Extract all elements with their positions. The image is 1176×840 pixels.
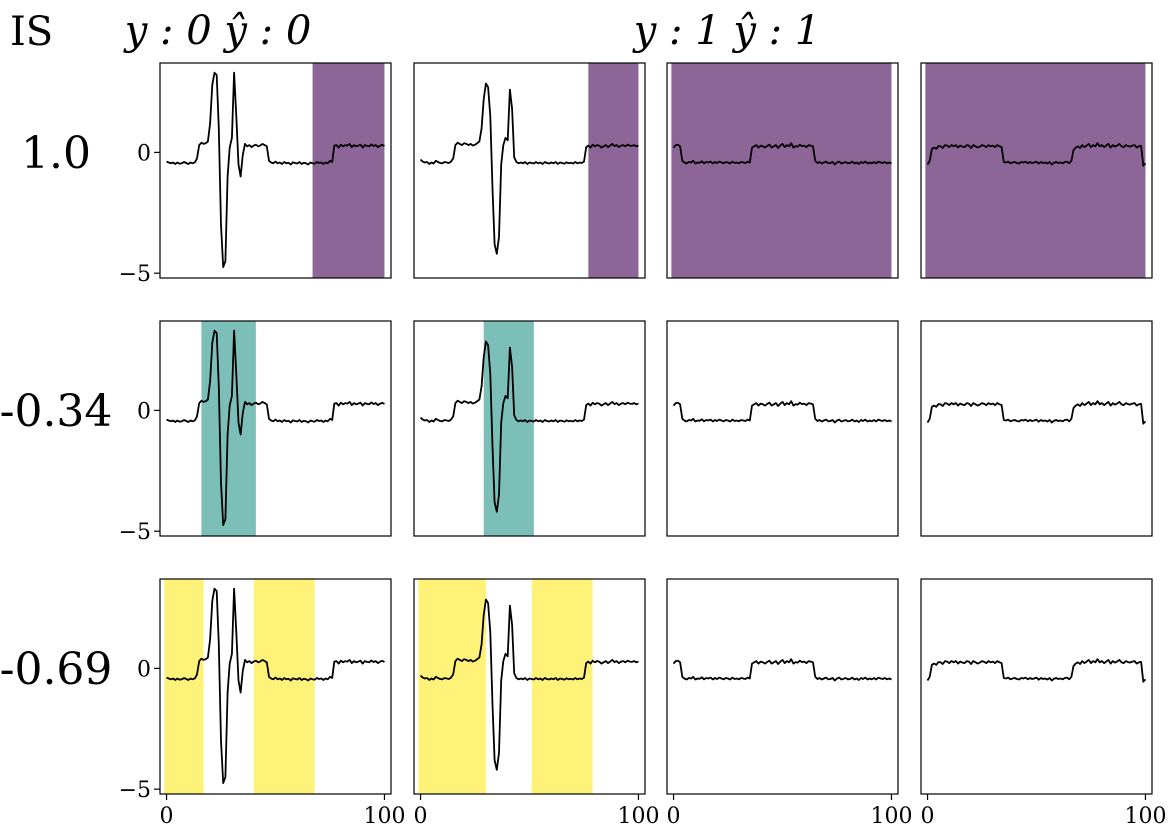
x-tick-label: 0 bbox=[667, 804, 681, 829]
series-line-r1-c0 bbox=[166, 329, 385, 526]
highlight-span-r2-c1-0 bbox=[418, 579, 486, 794]
row-labels: 1.0 -0.34 -0.69 bbox=[0, 128, 112, 695]
y-tick-label: 0 bbox=[137, 657, 151, 682]
column-titles: y : 0 ŷ : 0 y : 1 ŷ : 1 bbox=[123, 8, 821, 54]
panel-frame bbox=[159, 62, 392, 279]
panel-r2-c3: 0 100 bbox=[920, 578, 1166, 829]
panel-frame bbox=[413, 578, 646, 795]
series-line-r0-c3 bbox=[926, 142, 1147, 167]
x-tick-label: 100 bbox=[870, 804, 912, 829]
panel-r2-c0: 0 −5 0 100 bbox=[119, 578, 405, 829]
series-line-r2-c3 bbox=[926, 658, 1147, 683]
panel-frame bbox=[920, 578, 1153, 795]
series-line-r1-c1 bbox=[419, 340, 639, 513]
series-line-r1-c2 bbox=[672, 400, 892, 424]
series-line-r2-c1 bbox=[419, 598, 639, 771]
y-tick-label: 0 bbox=[137, 141, 151, 166]
panel-r0-c3 bbox=[920, 62, 1153, 279]
panel-r2-c2: 0 100 bbox=[666, 578, 912, 829]
panel-r2-c1: 0 100 bbox=[413, 578, 659, 829]
panel-r0-c2 bbox=[666, 62, 899, 279]
highlight-span-r0-c3-0 bbox=[925, 63, 1146, 278]
panel-frame bbox=[666, 62, 899, 279]
highlight-span-r0-c2-0 bbox=[671, 63, 892, 278]
x-tick-label: 100 bbox=[617, 804, 659, 829]
row-label-1: -0.34 bbox=[0, 386, 112, 437]
row-label-2: -0.69 bbox=[0, 644, 112, 695]
y-tick-label: −5 bbox=[119, 520, 151, 545]
x-tick-label: 0 bbox=[160, 804, 174, 829]
series-line-r2-c0 bbox=[166, 587, 385, 784]
x-tick-label: 100 bbox=[363, 804, 405, 829]
panel-r1-c1 bbox=[413, 320, 646, 537]
panel-r0-c1 bbox=[413, 62, 646, 279]
y-tick-label: −5 bbox=[119, 262, 151, 287]
highlight-span-r0-c0-0 bbox=[312, 63, 385, 278]
panel-frame bbox=[413, 320, 646, 537]
x-tick-label: 100 bbox=[1124, 804, 1166, 829]
row-label-0: 1.0 bbox=[21, 128, 91, 179]
is-label: IS bbox=[10, 9, 53, 55]
x-tick-label: 0 bbox=[921, 804, 935, 829]
highlight-span-r2-c0-0 bbox=[164, 579, 204, 794]
panel-frame bbox=[920, 320, 1153, 537]
column-title-0: y : 0 ŷ : 0 bbox=[123, 8, 312, 54]
panel-frame bbox=[413, 62, 646, 279]
series-line-r0-c0 bbox=[166, 71, 385, 269]
panel-grid: 0 −5 0 −5 0 −5 0 100 0 100 0 100 0 100 bbox=[119, 62, 1166, 829]
panel-frame bbox=[666, 320, 899, 537]
series-line-r2-c2 bbox=[672, 658, 892, 682]
y-tick-label: 0 bbox=[137, 399, 151, 424]
series-line-r1-c3 bbox=[926, 400, 1147, 425]
panel-r0-c0: 0 −5 bbox=[119, 62, 392, 287]
panel-frame bbox=[666, 578, 899, 795]
series-line-r0-c1 bbox=[419, 82, 639, 255]
panel-r1-c2 bbox=[666, 320, 899, 537]
highlight-span-r2-c1-1 bbox=[531, 579, 593, 794]
panel-frame bbox=[159, 578, 392, 795]
panel-frame bbox=[159, 320, 392, 537]
panel-r1-c3 bbox=[920, 320, 1153, 537]
highlight-span-r2-c0-1 bbox=[253, 579, 315, 794]
panel-frame bbox=[920, 62, 1153, 279]
x-tick-label: 0 bbox=[414, 804, 428, 829]
column-title-1: y : 1 ŷ : 1 bbox=[632, 8, 821, 54]
series-line-r0-c2 bbox=[672, 142, 892, 166]
y-tick-label: −5 bbox=[119, 778, 151, 803]
panel-r1-c0: 0 −5 bbox=[119, 320, 392, 545]
highlight-span-r0-c1-0 bbox=[588, 63, 639, 278]
